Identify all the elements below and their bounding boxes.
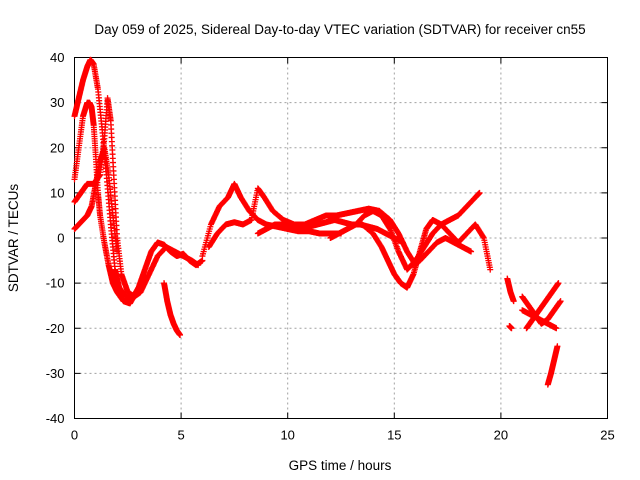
series-sat-g <box>205 185 419 269</box>
y-axis-label: SDTVAR / TECUs <box>6 184 21 293</box>
grid <box>74 57 608 419</box>
series-sat-p <box>519 307 560 332</box>
chart-title: Day 059 of 2025, Sidereal Day-to-day VTE… <box>94 22 585 37</box>
data-point-markers <box>71 144 121 255</box>
series-sat-b <box>71 99 140 307</box>
data-points <box>71 56 564 388</box>
y-tick-label: 10 <box>50 185 64 200</box>
y-tick-label: -20 <box>46 321 65 336</box>
data-point-markers <box>71 99 140 307</box>
x-tick-label: 15 <box>387 428 401 443</box>
x-tick-label: 20 <box>494 428 508 443</box>
data-point-markers <box>408 235 475 269</box>
data-point-markers <box>519 307 560 332</box>
axis-ticks: 0 5 10 15 20 25 -40 -30 -20 -10 0 10 20 30 40 <box>46 50 615 443</box>
x-tick-label: 25 <box>600 428 614 443</box>
series-sat-k <box>408 235 475 269</box>
series-sat-m <box>506 322 515 332</box>
data-point-markers <box>161 280 184 339</box>
y-tick-label: 20 <box>50 140 64 155</box>
y-tick-label: 40 <box>50 50 64 65</box>
series-sat-a <box>71 56 206 302</box>
y-tick-label: -10 <box>46 276 65 291</box>
data-point-markers <box>506 322 515 332</box>
data-point-markers <box>71 56 206 302</box>
x-tick-label: 5 <box>177 428 184 443</box>
y-tick-label: 0 <box>57 231 64 246</box>
series-sat-l <box>504 275 517 305</box>
data-point-markers <box>205 185 419 269</box>
y-tick-label: -40 <box>46 411 65 426</box>
x-tick-label: 0 <box>71 428 78 443</box>
x-axis-label: GPS time / hours <box>289 458 392 473</box>
x-tick-label: 10 <box>280 428 294 443</box>
series-sat-i <box>327 189 483 273</box>
y-tick-label: 30 <box>50 95 64 110</box>
series-sat-q <box>544 343 561 388</box>
y-tick-label: -30 <box>46 366 65 381</box>
data-point-markers <box>327 189 483 273</box>
series-sat-d <box>71 144 121 255</box>
data-point-markers <box>504 275 517 305</box>
series-sat-e <box>161 280 184 339</box>
data-point-markers <box>544 343 561 388</box>
